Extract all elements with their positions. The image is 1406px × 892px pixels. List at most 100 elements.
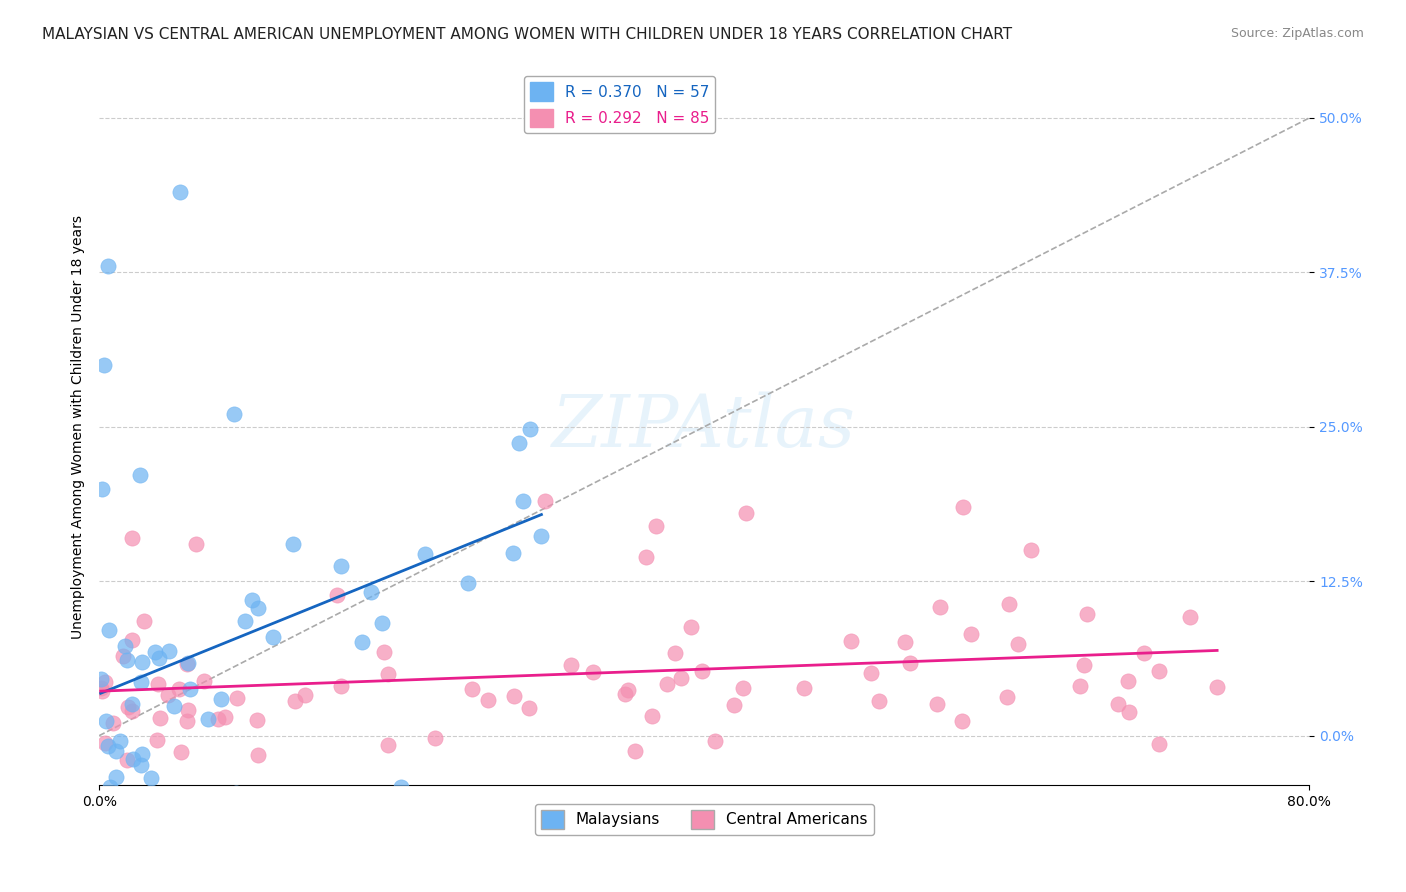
Point [121, 633, 143, 648]
Point [132, 614, 155, 628]
Point [330, 679, 353, 693]
Point [1206, 680, 1229, 694]
Point [262, 631, 284, 645]
Point [1133, 647, 1156, 661]
Point [690, 665, 713, 679]
Point [326, 588, 349, 602]
Point [214, 710, 236, 724]
Point [793, 681, 815, 695]
Point [627, 790, 650, 805]
Point [636, 549, 658, 564]
Point [664, 646, 686, 660]
Point [560, 657, 582, 672]
Point [149, 710, 172, 724]
Point [360, 585, 382, 599]
Point [169, 185, 191, 199]
Point [197, 712, 219, 726]
Point [1007, 637, 1029, 651]
Point [97, 739, 120, 754]
Point [94, 675, 117, 690]
Point [108, 734, 131, 748]
Point [517, 701, 540, 715]
Point [508, 436, 530, 450]
Point [96, 790, 118, 805]
Point [91, 790, 114, 805]
Point [240, 593, 263, 607]
Text: ZIPAtlas: ZIPAtlas [553, 392, 856, 462]
Point [1118, 705, 1140, 719]
Point [93, 358, 115, 372]
Point [179, 681, 201, 696]
Point [373, 645, 395, 659]
Point [104, 771, 127, 785]
Point [530, 529, 553, 543]
Point [128, 468, 150, 483]
Point [413, 547, 436, 561]
Point [734, 506, 756, 520]
Point [1069, 679, 1091, 693]
Point [104, 790, 127, 805]
Point [207, 712, 229, 726]
Point [148, 651, 170, 665]
Point [1147, 737, 1170, 751]
Point [115, 653, 138, 667]
Text: MALAYSIAN VS CENTRAL AMERICAN UNEMPLOYMENT AMONG WOMEN WITH CHILDREN UNDER 18 YE: MALAYSIAN VS CENTRAL AMERICAN UNEMPLOYME… [42, 27, 1012, 42]
Point [103, 716, 125, 731]
Point [657, 677, 679, 691]
Point [1118, 673, 1140, 688]
Point [177, 657, 200, 671]
Point [129, 674, 152, 689]
Point [90, 482, 112, 496]
Point [129, 757, 152, 772]
Point [98, 780, 121, 794]
Point [157, 644, 180, 658]
Point [617, 682, 640, 697]
Point [246, 713, 269, 727]
Point [733, 681, 755, 695]
Point [502, 546, 524, 560]
Point [997, 690, 1019, 705]
Point [669, 671, 692, 685]
Point [184, 537, 207, 551]
Point [281, 537, 304, 551]
Legend: Malaysians, Central Americans: Malaysians, Central Americans [534, 804, 873, 835]
Point [425, 731, 447, 746]
Point [477, 693, 499, 707]
Y-axis label: Unemployment Among Women with Children Under 18 years: Unemployment Among Women with Children U… [72, 215, 86, 639]
Point [247, 601, 270, 615]
Point [952, 500, 974, 515]
Point [534, 494, 557, 508]
Point [868, 694, 890, 708]
Point [582, 665, 605, 679]
Point [681, 619, 703, 633]
Point [389, 780, 412, 794]
Point [997, 597, 1019, 611]
Point [330, 558, 353, 573]
Point [1019, 543, 1042, 558]
Point [294, 688, 316, 702]
Point [169, 681, 191, 696]
Point [97, 790, 120, 805]
Point [146, 677, 169, 691]
Point [121, 531, 143, 545]
Point [90, 790, 112, 805]
Point [1178, 609, 1201, 624]
Point [141, 771, 163, 785]
Point [512, 494, 534, 508]
Point [233, 614, 256, 628]
Point [104, 790, 127, 805]
Point [950, 714, 973, 729]
Point [146, 733, 169, 747]
Point [117, 700, 139, 714]
Point [623, 744, 645, 758]
Point [370, 615, 392, 630]
Point [927, 697, 949, 711]
Point [90, 681, 112, 696]
Point [704, 734, 727, 748]
Point [1076, 607, 1098, 622]
Point [247, 747, 270, 762]
Point [143, 644, 166, 658]
Point [177, 703, 200, 717]
Point [96, 790, 118, 805]
Point [163, 699, 186, 714]
